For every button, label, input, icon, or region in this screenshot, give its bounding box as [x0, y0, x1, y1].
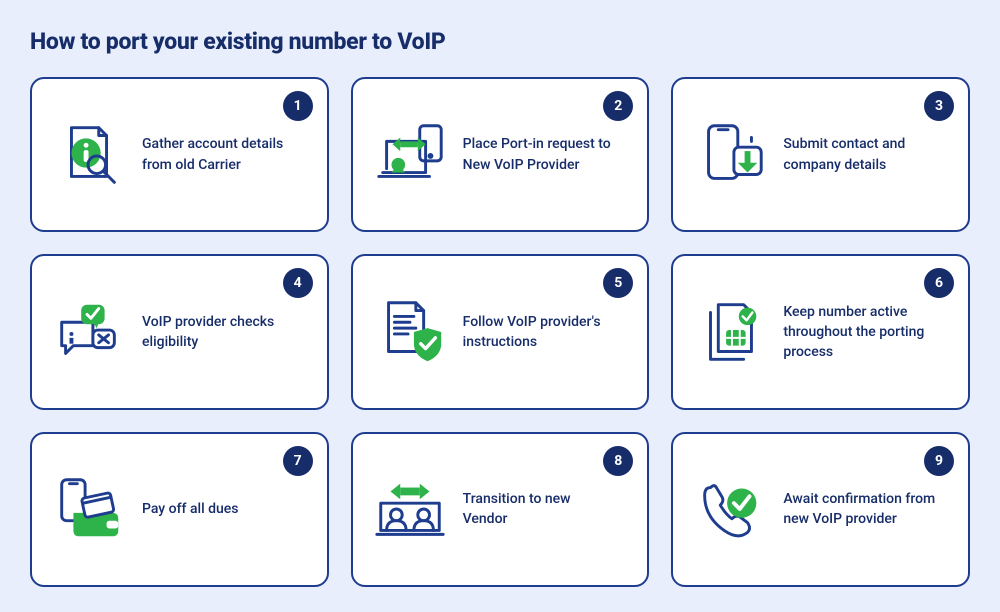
step-badge-4: 4 [283, 268, 313, 298]
step-badge-2: 2 [603, 91, 633, 121]
step-label-1: Gather account details from old Carrier [142, 134, 297, 175]
step-badge-1: 1 [283, 91, 313, 121]
phone-download-icon [691, 116, 769, 194]
people-swap-icon [371, 470, 449, 548]
step-label-2: Place Port-in request to New VoIP Provid… [463, 134, 618, 175]
step-label-7: Pay off all dues [142, 499, 239, 519]
step-card-6: 6 Keep number active throughout the port… [671, 254, 970, 409]
step-label-3: Submit contact and company details [783, 134, 938, 175]
step-label-9: Await confirmation from new VoIP provide… [783, 489, 938, 530]
step-card-3: 3 Submit contact and company details [671, 77, 970, 232]
step-card-9: 9 Await confirmation from new VoIP provi… [671, 432, 970, 587]
step-card-8: 8 Transition to new Vendor [351, 432, 650, 587]
step-card-1: 1 Gather account details from old Carrie… [30, 77, 329, 232]
steps-grid: 1 Gather account details from old Carrie… [30, 77, 970, 587]
phone-handset-check-icon [691, 470, 769, 548]
step-badge-3: 3 [924, 91, 954, 121]
chat-check-cross-icon [50, 293, 128, 371]
step-label-5: Follow VoIP provider's instructions [463, 312, 618, 353]
document-info-magnifier-icon [50, 116, 128, 194]
sim-stack-check-icon [691, 293, 769, 371]
step-label-8: Transition to new Vendor [463, 489, 618, 530]
step-label-6: Keep number active throughout the portin… [783, 302, 938, 363]
step-badge-8: 8 [603, 446, 633, 476]
step-card-7: 7 Pay off all dues [30, 432, 329, 587]
step-card-5: 5 Follow VoIP provider's instructions [351, 254, 650, 409]
step-label-4: VoIP provider checks eligibility [142, 312, 297, 353]
step-card-2: 2 Place Port-in request to New VoIP Prov… [351, 77, 650, 232]
step-badge-7: 7 [283, 446, 313, 476]
step-badge-5: 5 [603, 268, 633, 298]
page-title: How to port your existing number to VoIP [30, 28, 970, 55]
document-shield-icon [371, 293, 449, 371]
step-badge-9: 9 [924, 446, 954, 476]
laptop-phone-transfer-icon [371, 116, 449, 194]
step-card-4: 4 VoIP provider checks eligibility [30, 254, 329, 409]
wallet-card-phone-icon [50, 470, 128, 548]
step-badge-6: 6 [924, 268, 954, 298]
